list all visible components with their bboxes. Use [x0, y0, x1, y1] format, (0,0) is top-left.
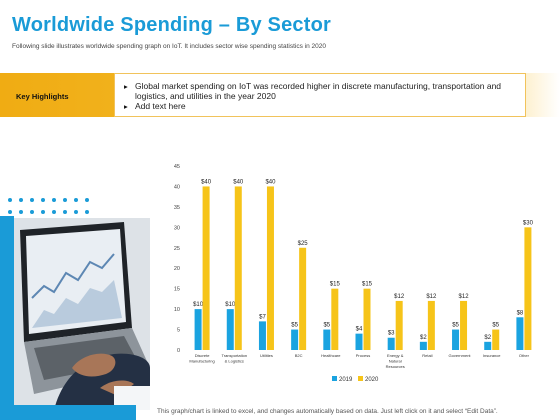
data-label: $2	[484, 335, 491, 341]
data-label: $5	[452, 323, 459, 329]
chart-legend: 2019 2020	[332, 376, 379, 383]
edit-data-footnote: This graph/chart is linked to excel, and…	[157, 408, 498, 415]
x-tick-label: Natural	[389, 359, 402, 364]
photo-accent-bar	[0, 216, 14, 410]
data-label: $12	[426, 294, 437, 300]
data-label: $4	[356, 327, 363, 333]
x-tick-label: Manufacturing	[189, 359, 214, 364]
data-label: $12	[459, 294, 470, 300]
data-label: $2	[420, 335, 427, 341]
y-tick-label: 30	[174, 225, 180, 231]
y-axis: 0 5 10 15 20 25 30 35 40 45	[174, 164, 180, 354]
x-tick-label: Energy &	[387, 353, 404, 358]
bar-2019	[226, 309, 234, 350]
x-tick-label: Other	[519, 353, 530, 358]
bar-2020	[524, 227, 532, 350]
legend-swatch-2020	[358, 376, 363, 381]
x-tick-label: B2C	[295, 353, 303, 358]
x-tick-label: Resources	[386, 364, 405, 369]
x-tick-label: Transportation	[221, 353, 247, 358]
y-tick-label: 0	[177, 348, 180, 354]
bar-2019	[258, 321, 266, 350]
bar-2019	[419, 341, 427, 350]
triangle-bullet-icon: ▸	[124, 102, 128, 111]
key-highlights-box	[114, 73, 526, 117]
highlight-item-1: Global market spending on IoT was record…	[135, 81, 502, 101]
legend-swatch-2019	[332, 376, 337, 381]
data-label: $10	[225, 302, 236, 308]
data-label: $30	[523, 220, 534, 226]
x-tick-label: Utilities	[260, 353, 273, 358]
data-label: $10	[193, 302, 204, 308]
bar-2019	[387, 337, 395, 350]
bar-2020	[492, 329, 500, 350]
highlight-item-2: Add text here	[135, 101, 186, 111]
legend-label: 2020	[365, 377, 379, 383]
data-label: $15	[362, 282, 373, 288]
data-label: $40	[233, 179, 244, 185]
y-tick-label: 10	[174, 307, 180, 313]
data-label: $5	[323, 323, 330, 329]
slide-subtitle: Following slide illustrates worldwide sp…	[12, 43, 326, 50]
bar-2019	[452, 329, 460, 350]
bar-2019	[355, 333, 363, 350]
triangle-bullet-icon: ▸	[124, 82, 128, 91]
data-label: $5	[291, 323, 298, 329]
bar-2019	[194, 309, 202, 350]
data-label: $15	[330, 282, 341, 288]
data-label: $7	[259, 314, 266, 320]
bar-2020	[266, 186, 274, 350]
y-tick-label: 25	[174, 246, 180, 252]
x-tick-label: & Logistics	[225, 359, 244, 364]
bar-2020	[202, 186, 210, 350]
bar-2020	[299, 247, 307, 350]
legend-label: 2019	[339, 377, 353, 383]
key-highlights-label: Key Highlights	[16, 92, 69, 101]
bar-2019	[516, 317, 524, 350]
data-label: $5	[492, 323, 499, 329]
y-tick-label: 45	[174, 164, 180, 170]
data-label: $40	[201, 179, 212, 185]
x-tick-label: Process	[356, 353, 370, 358]
bottom-accent-bar	[0, 405, 136, 420]
x-tick-label: Healthcare	[321, 353, 341, 358]
x-tick-label: Retail	[422, 353, 432, 358]
laptop-photo	[14, 218, 150, 410]
x-tick-label: Insurance	[483, 353, 501, 358]
laptop-illustration	[14, 218, 150, 410]
data-label: $3	[388, 331, 395, 337]
x-tick-label: Discrete	[195, 353, 210, 358]
bar-2020	[363, 288, 371, 350]
bar-2020	[427, 300, 435, 350]
x-tick-label: Government	[449, 353, 472, 358]
bar-2019	[291, 329, 299, 350]
slide-title: Worldwide Spending – By Sector	[12, 14, 332, 36]
data-label: $12	[394, 294, 405, 300]
y-tick-label: 15	[174, 287, 180, 293]
bar-2020	[395, 300, 403, 350]
bars: $10$40$10$40$7$40$5$25$5$15$4$15$3$12$2$…	[193, 179, 534, 350]
bar-2019	[323, 329, 331, 350]
bar-2020	[460, 300, 468, 350]
bar-2020	[234, 186, 242, 350]
y-tick-label: 35	[174, 205, 180, 211]
bar-2020	[331, 288, 339, 350]
bar-2019	[484, 341, 492, 350]
data-label: $8	[517, 310, 524, 316]
y-tick-label: 5	[177, 328, 180, 334]
data-label: $25	[298, 241, 309, 247]
y-tick-label: 20	[174, 266, 180, 272]
y-tick-label: 40	[174, 184, 180, 190]
data-label: $40	[265, 179, 276, 185]
